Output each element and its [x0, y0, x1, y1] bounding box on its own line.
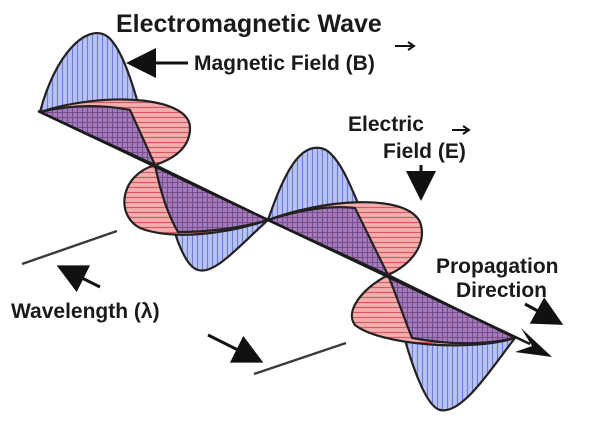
propagation-label-line2: Direction — [456, 279, 547, 302]
overlap-region-1 — [38, 104, 157, 167]
diagram-title: Electromagnetic Wave — [116, 10, 382, 38]
wavelength-arrow-left-icon — [56, 265, 101, 293]
propagation-arrow-icon — [515, 328, 552, 357]
wavelength-guide-right — [253, 341, 347, 376]
magnetic-vector-arrow-icon — [395, 41, 416, 51]
overlap-region-3 — [266, 206, 390, 277]
electric-field-label-line2: Field (E) — [383, 140, 466, 163]
overlap-region-2 — [153, 163, 270, 234]
propagation-label-line1: Propagation — [436, 255, 559, 278]
wavelength-label: Wavelength (λ) — [11, 300, 160, 323]
magnetic-field-label: Magnetic Field (B) — [194, 52, 375, 75]
propagation-direction-arrow-icon — [524, 297, 564, 325]
wavelength-guide-left — [21, 229, 118, 266]
wavelength-arrow-right-icon — [207, 333, 264, 363]
electric-vector-arrow-icon — [452, 125, 471, 135]
propagation-axis — [37, 109, 531, 346]
electric-field-label-line1: Electric — [348, 113, 424, 136]
field-overlap-regions — [38, 104, 517, 345]
